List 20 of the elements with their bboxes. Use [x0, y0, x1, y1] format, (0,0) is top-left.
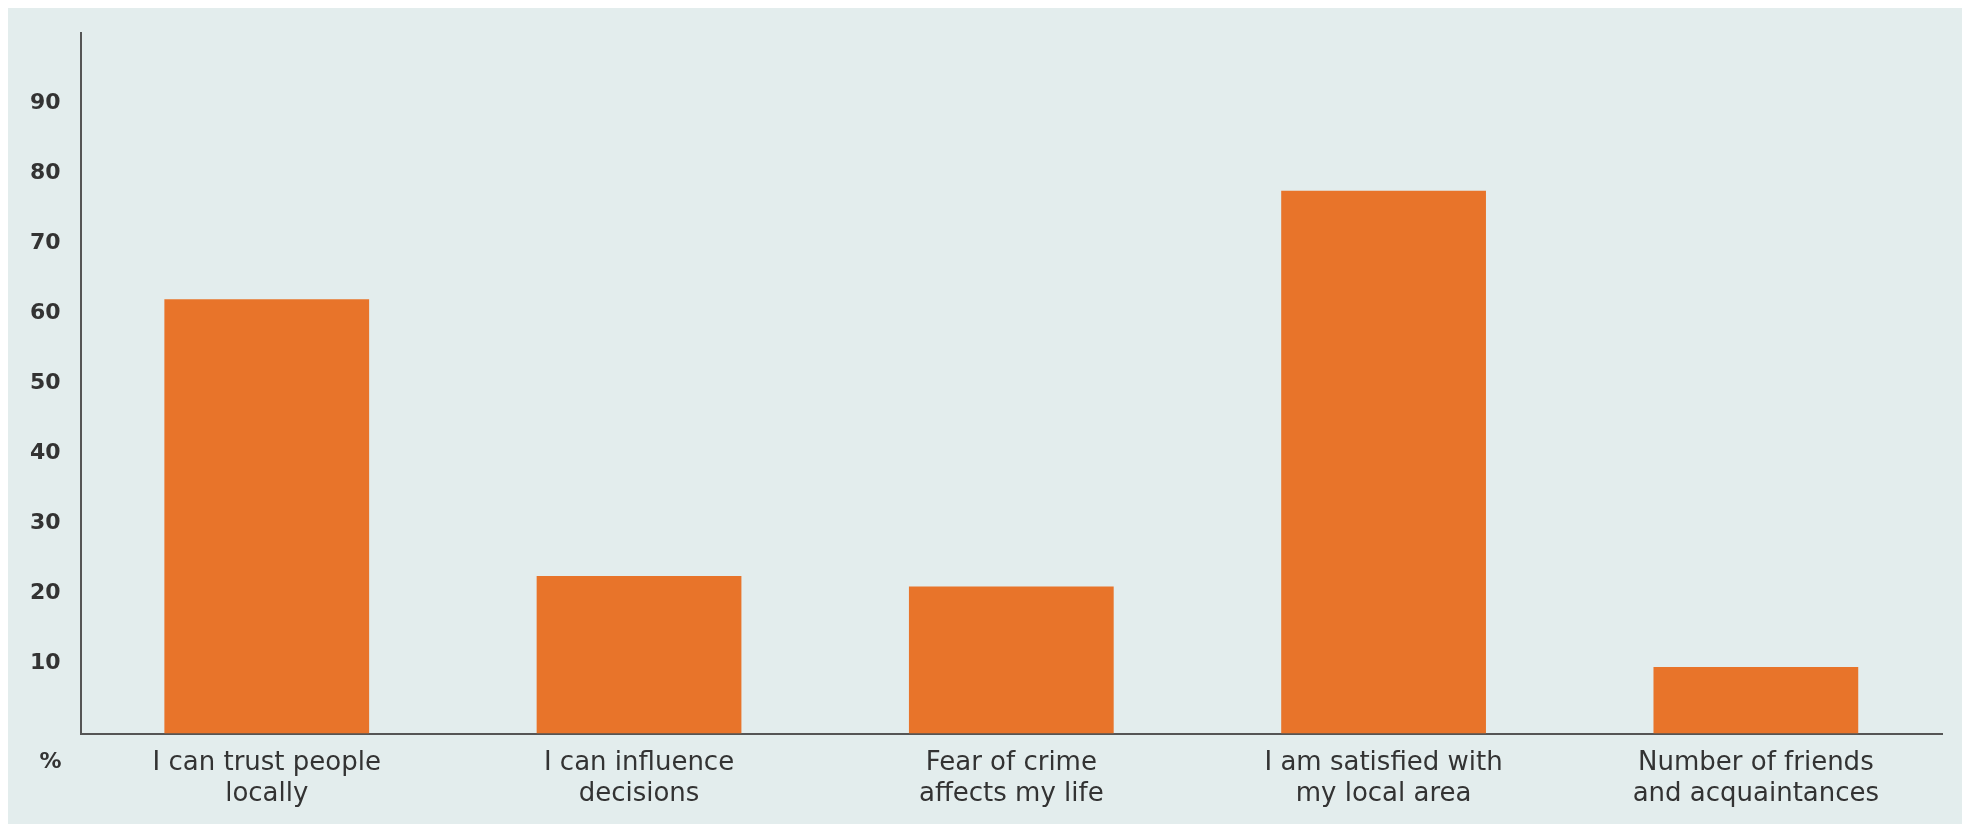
y-tick-label: 80 [29, 159, 61, 184]
x-tick-label: I am satisfied with my local area [1264, 745, 1503, 808]
x-tick-label: I can influence decisions [543, 745, 735, 808]
bar [908, 586, 1114, 734]
bar [1653, 667, 1859, 734]
y-axis-title: % [39, 748, 62, 774]
y-tick-label: 30 [29, 509, 61, 535]
y-tick-label: 10 [29, 649, 61, 675]
bar [1281, 190, 1486, 734]
y-tick-label: 20 [29, 579, 61, 605]
y-tick-label: 60 [29, 299, 61, 325]
bar [536, 576, 742, 734]
bar [164, 299, 370, 734]
x-tick-label: I can trust people locally [152, 745, 381, 808]
x-tick-label: Number of friends and acquaintances [1632, 745, 1880, 808]
y-tick-label: 90 [29, 88, 61, 114]
x-tick-label: Fear of crime affects my life [918, 745, 1104, 808]
y-tick-label: 50 [29, 369, 61, 395]
y-tick-label: 70 [29, 229, 61, 255]
y-tick-label: 40 [29, 439, 61, 465]
